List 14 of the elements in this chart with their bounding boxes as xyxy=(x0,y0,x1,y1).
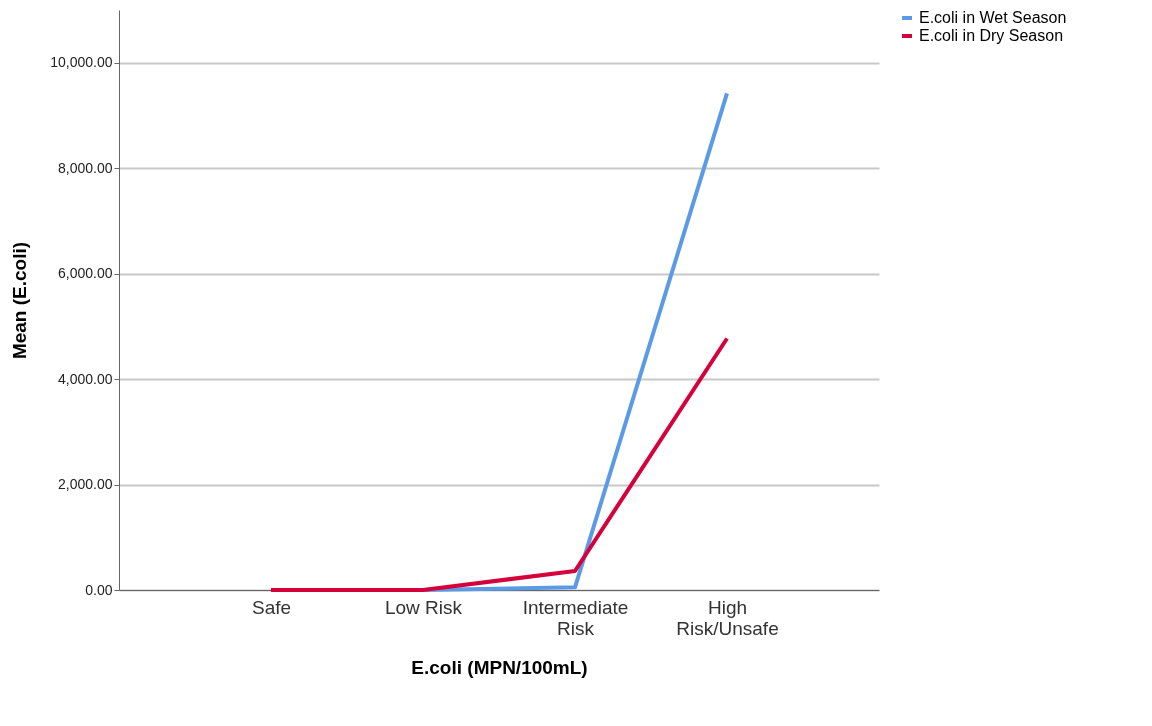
x-tick-label: Safe xyxy=(251,596,292,618)
y-tick-label: 10,000.00 xyxy=(50,54,113,71)
y-tick-label: 0.00 xyxy=(85,581,113,598)
x-axis-title: E.coli (MPN/100mL) xyxy=(411,656,588,678)
legend-label: E.coli in Wet Season xyxy=(919,9,1067,26)
y-tick-label: 2,000.00 xyxy=(58,476,113,493)
x-tick-label: Intermediate Risk xyxy=(522,596,629,639)
x-tick-label: High Risk/Unsafe xyxy=(676,596,779,639)
y-axis-title: Mean (E.coli) xyxy=(9,241,31,360)
y-tick-label: 6,000.00 xyxy=(58,265,113,282)
legend-label: E.coli in Dry Season xyxy=(919,27,1064,44)
y-tick-label: 4,000.00 xyxy=(58,370,113,387)
y-tick-label: 8,000.00 xyxy=(58,159,113,176)
x-tick-label: Low Risk xyxy=(384,596,463,618)
